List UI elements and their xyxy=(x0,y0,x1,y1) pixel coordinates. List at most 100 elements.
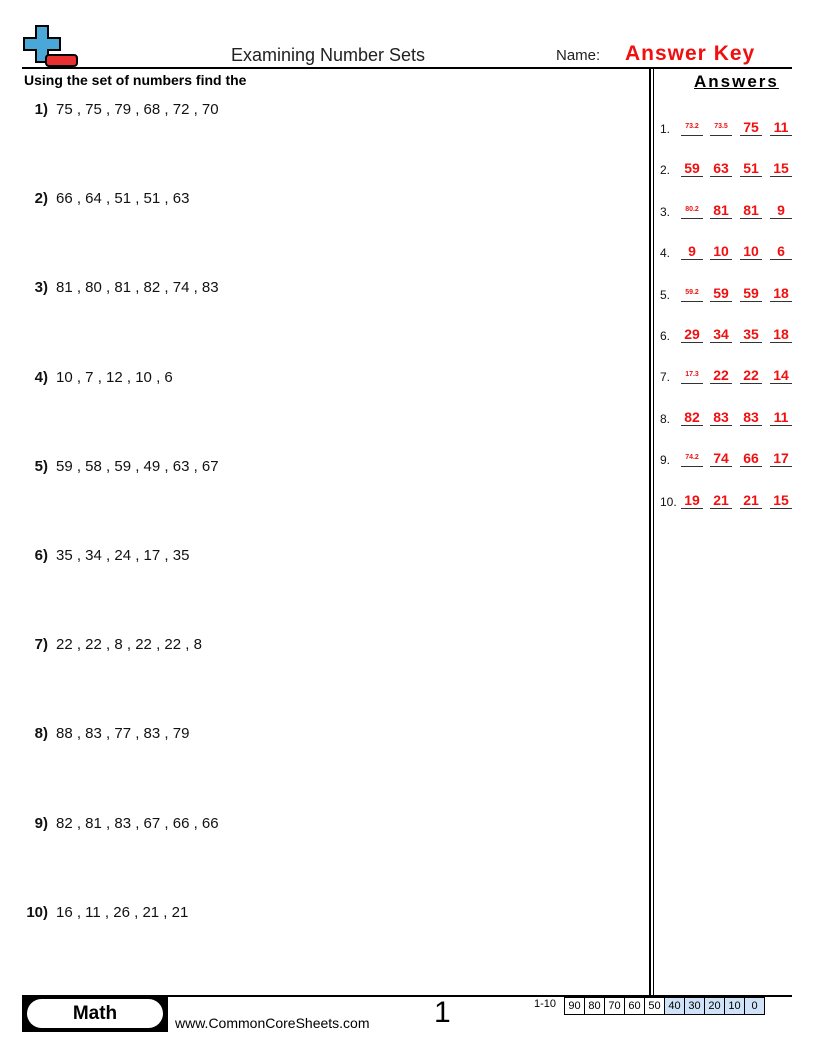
answer-row-2: 2. 59 63 51 15 xyxy=(660,157,795,178)
answer-value: 83 xyxy=(740,409,762,426)
answer-value: 14 xyxy=(770,367,792,385)
problem-number: 2) xyxy=(34,190,48,208)
score-cell: 60 xyxy=(625,998,645,1014)
answer-value: 80.2 xyxy=(681,202,703,219)
problem-number: 10) xyxy=(26,903,48,921)
answer-value: 19 xyxy=(681,492,703,509)
answer-value: 29 xyxy=(681,326,703,343)
answer-number: 7. xyxy=(660,370,671,385)
plus-minus-logo-icon xyxy=(23,25,78,67)
answer-row-10: 10. 19 21 21 15 xyxy=(660,489,795,509)
answer-value: 11 xyxy=(770,409,792,426)
answer-value: 74 xyxy=(710,450,732,468)
answer-row-7: 7. 17.3 22 22 14 xyxy=(660,364,795,385)
website-link[interactable]: www.CommonCoreSheets.com xyxy=(175,1015,370,1031)
score-range-label: 1-10 xyxy=(534,998,557,1010)
problem-3: 3) 81 , 80 , 81 , 82 , 74 , 83 xyxy=(22,279,219,296)
answer-value: 81 xyxy=(710,202,732,219)
name-label: Name: xyxy=(556,47,601,64)
problem-4: 4) 10 , 7 , 12 , 10 , 6 xyxy=(22,369,173,386)
answer-value: 6 xyxy=(770,243,792,261)
number-set: 35 , 34 , 24 , 17 , 35 xyxy=(56,547,190,564)
answer-row-9: 9. 74.2 74 66 17 xyxy=(660,447,795,468)
answer-row-1: 1. 73.2 73.5 75 11 xyxy=(660,116,795,136)
answer-row-5: 5. 59.2 59 59 18 xyxy=(660,282,795,302)
answer-value: 51 xyxy=(740,160,762,178)
answer-value: 22 xyxy=(710,367,732,385)
problem-5: 5) 59 , 58 , 59 , 49 , 63 , 67 xyxy=(22,458,219,475)
score-cell: 10 xyxy=(725,998,745,1014)
problem-number: 7) xyxy=(34,636,48,654)
number-set: 59 , 58 , 59 , 49 , 63 , 67 xyxy=(56,457,219,475)
answer-value: 73.2 xyxy=(681,119,703,136)
answer-number: 1. xyxy=(660,122,671,136)
problem-number: 1) xyxy=(34,101,48,118)
answer-value: 9 xyxy=(770,202,792,219)
name-value: Answer Key xyxy=(625,42,756,65)
answer-value: 83 xyxy=(710,409,732,426)
score-cell: 20 xyxy=(705,998,725,1014)
answer-value: 9 xyxy=(681,243,703,261)
number-set: 75 , 75 , 79 , 68 , 72 , 70 xyxy=(56,101,219,118)
answer-value: 66 xyxy=(740,450,762,468)
score-cell: 30 xyxy=(685,998,705,1014)
score-cell: 70 xyxy=(605,998,625,1014)
number-set: 22 , 22 , 8 , 22 , 22 , 8 xyxy=(56,636,202,654)
score-cell: 40 xyxy=(665,998,685,1014)
number-set: 88 , 83 , 77 , 83 , 79 xyxy=(56,725,190,743)
footer-divider xyxy=(22,995,792,997)
answer-value: 15 xyxy=(770,160,792,178)
answer-number: 2. xyxy=(660,163,671,178)
score-cell: 0 xyxy=(745,998,764,1014)
number-set: 66 , 64 , 51 , 51 , 63 xyxy=(56,190,190,208)
score-cell: 50 xyxy=(645,998,665,1014)
answer-value: 18 xyxy=(770,285,792,302)
problem-7: 7) 22 , 22 , 8 , 22 , 22 , 8 xyxy=(22,636,202,653)
number-set: 16 , 11 , 26 , 21 , 21 xyxy=(56,903,189,921)
answer-value: 75 xyxy=(740,119,762,136)
answer-number: 8. xyxy=(660,411,671,426)
problem-number: 9) xyxy=(34,814,48,832)
instructions: Using the set of numbers find the xyxy=(24,72,247,88)
answer-value: 22 xyxy=(740,367,762,385)
number-set: 81 , 80 , 81 , 82 , 74 , 83 xyxy=(56,279,219,297)
answer-value: 11 xyxy=(770,119,792,136)
answer-value: 21 xyxy=(710,492,732,509)
problem-number: 8) xyxy=(34,725,48,743)
answer-row-4: 4. 9 10 10 6 xyxy=(660,240,795,261)
number-set: 82 , 81 , 83 , 67 , 66 , 66 xyxy=(56,814,219,832)
answer-value: 73.5 xyxy=(710,119,732,136)
column-divider-inner xyxy=(653,68,654,996)
answer-value: 74.2 xyxy=(681,450,703,468)
problem-9: 9) 82 , 81 , 83 , 67 , 66 , 66 xyxy=(22,815,219,832)
answer-value: 63 xyxy=(710,160,732,178)
answer-value: 59 xyxy=(681,160,703,178)
answer-value: 10 xyxy=(710,243,732,261)
answer-value: 34 xyxy=(710,326,732,343)
number-set: 10 , 7 , 12 , 10 , 6 xyxy=(56,368,173,386)
problem-number: 6) xyxy=(34,547,48,564)
answer-row-3: 3. 80.2 81 81 9 xyxy=(660,199,795,219)
score-cell: 90 xyxy=(565,998,585,1014)
answer-value: 59.2 xyxy=(681,285,703,302)
problem-1: 1) 75 , 75 , 79 , 68 , 72 , 70 xyxy=(22,101,219,118)
column-divider xyxy=(649,68,651,996)
subject-label: Math xyxy=(27,999,163,1028)
answer-value: 15 xyxy=(770,492,792,509)
answer-value: 17.3 xyxy=(681,367,703,385)
answer-value: 35 xyxy=(740,326,762,343)
answer-row-8: 8. 82 83 83 11 xyxy=(660,406,795,426)
page-number: 1 xyxy=(434,996,451,1029)
worksheet-title: Examining Number Sets xyxy=(230,45,426,65)
answers-heading: Answers xyxy=(694,72,779,91)
answer-value: 82 xyxy=(681,409,703,426)
problem-number: 4) xyxy=(34,368,48,386)
answer-value: 21 xyxy=(740,492,762,509)
problem-6: 6) 35 , 34 , 24 , 17 , 35 xyxy=(22,547,190,564)
answer-value: 17 xyxy=(770,450,792,468)
problem-10: 10) 16 , 11 , 26 , 21 , 21 xyxy=(22,904,188,921)
score-table: 90 80 70 60 50 40 30 20 10 0 xyxy=(564,997,765,1015)
answer-value: 10 xyxy=(740,243,762,261)
problem-number: 5) xyxy=(34,457,48,475)
